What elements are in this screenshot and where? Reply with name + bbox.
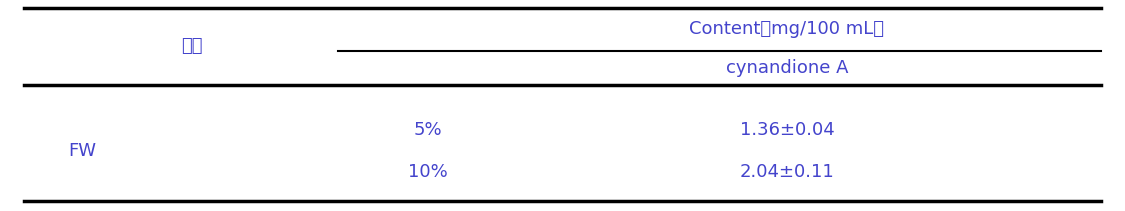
Text: 2.04±0.11: 2.04±0.11 <box>739 163 835 181</box>
Text: Content（mg/100 mL）: Content（mg/100 mL） <box>690 20 884 38</box>
Text: cynandione A: cynandione A <box>726 59 848 77</box>
Text: 1.36±0.04: 1.36±0.04 <box>739 122 835 139</box>
Text: FW: FW <box>69 142 97 160</box>
Text: 5%: 5% <box>414 122 442 139</box>
Text: 10%: 10% <box>408 163 448 181</box>
Text: 식혜: 식혜 <box>181 37 202 55</box>
